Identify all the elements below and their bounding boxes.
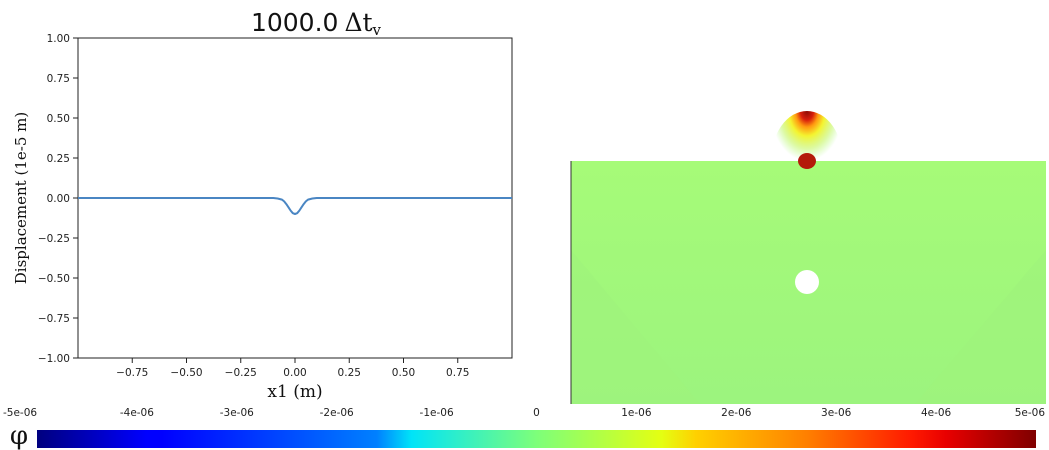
colorbar-gradient (37, 430, 1036, 448)
potential-field-image (570, 111, 1046, 404)
y-axis-label: Displacement (1e-5 m) (12, 112, 30, 284)
y-tick-label: −0.25 (38, 233, 70, 245)
chart-title-subscript: v (372, 21, 382, 39)
series-line (78, 197, 512, 215)
colorbar-tick-label: -1e-06 (420, 407, 454, 419)
chart-title-value: 1000.0 (251, 8, 338, 37)
colorbar-tick-label: 5e-06 (1015, 407, 1046, 419)
colorbar-tick-label: 1e-06 (621, 407, 652, 419)
y-tick-label: −0.75 (38, 313, 70, 325)
field-shading-lower-left (571, 250, 700, 404)
x-tick-label: −0.50 (170, 367, 202, 379)
displacement-line-chart: 1000.0 Δtv 1.00 0.75 0.50 0.25 0.00 −0.25 −0.50… (12, 8, 513, 402)
y-tick-label: 0.25 (47, 153, 70, 165)
colorbar-tick-label: 2e-06 (721, 407, 752, 419)
colorbar-tick-label: -4e-06 (120, 407, 154, 419)
x-tick-label: 0.50 (392, 367, 415, 379)
x-tick-label: 0.75 (446, 367, 469, 379)
y-tick-label: 0.00 (47, 193, 70, 205)
colorbar-tick-label: -3e-06 (220, 407, 254, 419)
colorbar-symbol: φ (10, 421, 28, 450)
field-hole (795, 270, 819, 294)
colorbar-tick-label: 4e-06 (921, 407, 952, 419)
y-tick-label: −1.00 (38, 353, 70, 365)
field-shading-lower-right (915, 250, 1046, 404)
colorbar-tick-label: -5e-06 (3, 407, 37, 419)
x-tick-label: 0.25 (338, 367, 361, 379)
colorbar: -5e-06 -4e-06 -3e-06 -2e-06 -1e-06 0 1e-06 2e-0… (3, 407, 1045, 450)
x-tick-label: −0.25 (225, 367, 257, 379)
y-axis-ticks: 1.00 0.75 0.50 0.25 0.00 −0.25 −0.50 −0.75 −1.00 (38, 33, 78, 365)
y-tick-label: 0.75 (47, 73, 70, 85)
x-axis-label: x1 (m) (267, 382, 322, 402)
colorbar-tick-label: 0 (533, 407, 540, 419)
field-hotspot-core (798, 153, 816, 169)
x-axis-ticks: −0.75 −0.50 −0.25 0.00 0.25 0.50 0.75 (116, 358, 469, 379)
y-tick-label: 0.50 (47, 113, 70, 125)
y-tick-label: 1.00 (47, 33, 70, 45)
x-tick-label: −0.75 (116, 367, 148, 379)
y-tick-label: −0.50 (38, 273, 70, 285)
colorbar-tick-labels: -5e-06 -4e-06 -3e-06 -2e-06 -1e-06 0 1e-06 2e-0… (3, 407, 1045, 419)
chart-title: 1000.0 Δtv (251, 8, 382, 39)
chart-title-symbol: Δt (344, 8, 372, 37)
x-tick-label: 0.00 (283, 367, 306, 379)
colorbar-tick-label: -2e-06 (320, 407, 354, 419)
series-layer (78, 197, 512, 215)
colorbar-tick-label: 3e-06 (821, 407, 852, 419)
